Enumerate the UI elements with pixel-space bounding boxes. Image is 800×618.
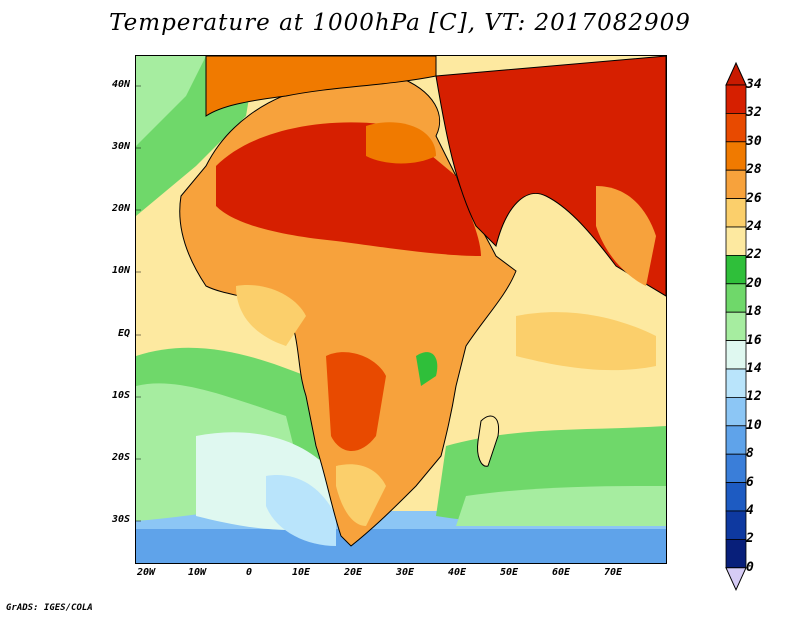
benguela-cold-zone [266,475,336,546]
colorbar-swatch [725,510,747,540]
lat-label-20s: 20S [111,452,130,463]
southern-africa-hot [326,352,386,451]
colorbar-level-label: 10 [746,417,762,433]
libya-warm-zone [366,122,436,164]
lat-label-20n: 20N [111,203,130,214]
colorbar-level-label: 32 [746,105,762,121]
colorbar-swatch [725,368,747,398]
credit-text: GrADS: IGES/COLA [6,603,93,613]
colorbar-swatch [725,198,747,228]
cold-band-south [136,526,666,563]
india-warm [596,186,656,286]
lon-label-10e: 10E [291,567,311,578]
lat-label-10n: 10N [111,265,130,276]
colorbar-level-label: 14 [746,361,762,376]
lat-label-30n: 30N [111,141,130,152]
colorbar-swatch [725,340,747,370]
colorbar-level-label: 2 [746,531,754,547]
lon-label-20w: 20W [136,567,156,578]
colorbar-under-arrow [725,567,747,592]
north-atlantic-pale [136,56,206,146]
colorbar-level-label: 30 [746,133,762,149]
colorbar-level-label: 8 [746,446,754,462]
colorbar-level-label: 24 [746,219,762,234]
colorbar-swatch [725,84,747,114]
colorbar-level-label: 0 [746,559,754,575]
map-plot-area[interactable] [135,55,667,564]
colorbar-level-label: 22 [746,247,762,263]
lon-label-70e: 70E [603,567,623,578]
lat-label-10s: 10S [111,390,130,401]
colorbar-level-label: 16 [746,332,762,348]
lon-label-60e: 60E [551,567,571,578]
colorbar-level-label: 34 [746,77,762,92]
colorbar-swatch [725,311,747,342]
colorbar-swatch [725,113,747,143]
colorbar-level-label: 4 [746,503,754,518]
colorbar-swatch [725,538,747,569]
lat-label-40n: 40N [111,79,130,90]
colorbar-level-label: 12 [746,389,762,405]
map-title: Temperature at 1000hPa [C], VT: 20170829… [109,10,691,36]
west-africa-coast-mild [236,285,306,346]
colorbar-swatch [725,396,747,427]
colorbar-over-arrow [725,61,747,86]
lon-label-40e: 40E [447,567,467,578]
colorbar-level-label: 6 [746,474,754,490]
colorbar-swatch [725,283,747,313]
colorbar-level-label: 18 [746,304,762,320]
lon-label-50e: 50E [499,567,519,578]
madagascar [477,415,500,467]
lon-label-10w: 10W [187,567,207,578]
colorbar-swatch [725,453,747,484]
temperature-field [136,56,666,563]
lat-label-eq: EQ [117,328,130,339]
colorbar-swatch [725,425,747,455]
colorbar-swatch [725,226,747,256]
indian-ocean-warm [516,312,656,371]
colorbar-level-label: 20 [746,275,762,291]
south-africa-mild [336,464,386,526]
lon-label-20e: 20E [343,567,363,578]
lat-label-30s: 30S [111,514,130,525]
colorbar [725,61,747,592]
colorbar-swatch [725,482,747,512]
colorbar-level-label: 26 [746,190,762,206]
east-africa-highland-cool [416,352,438,386]
lon-label-30e: 30E [395,567,415,578]
south-indian-pale [456,486,666,526]
colorbar-swatch [725,141,747,171]
lon-label-0: 0 [245,567,253,578]
colorbar-swatch [725,254,747,285]
graticule-ticks [136,85,141,522]
colorbar-level-label: 28 [746,162,762,178]
southern-europe [205,56,437,117]
colorbar-swatch [725,169,747,199]
